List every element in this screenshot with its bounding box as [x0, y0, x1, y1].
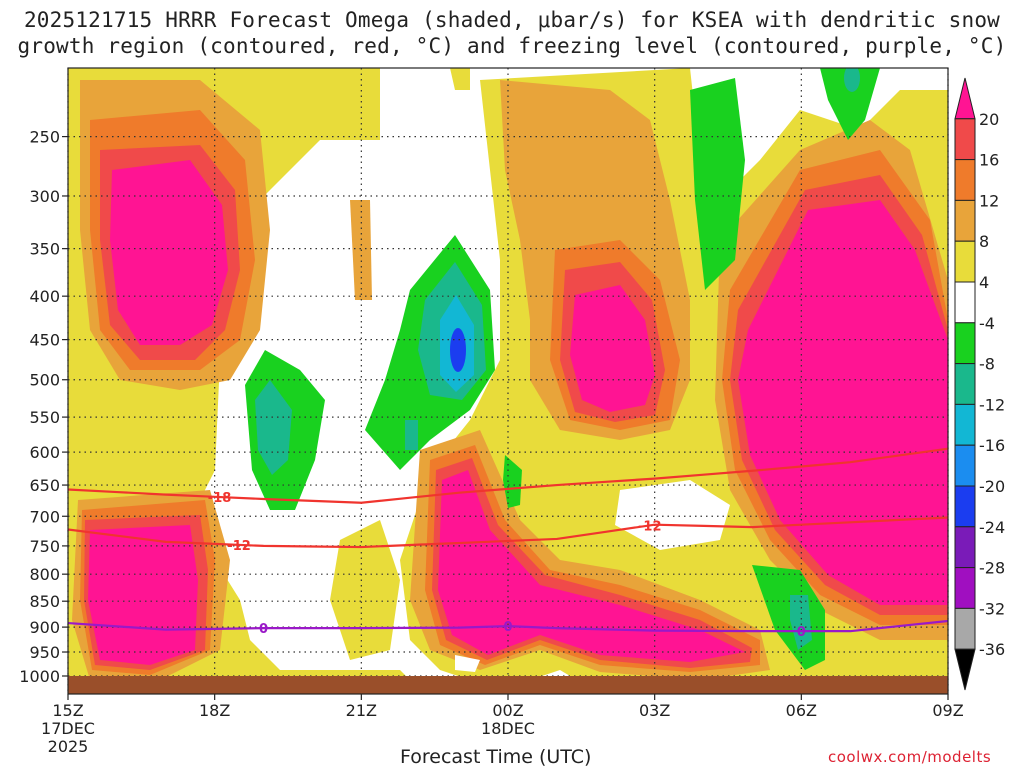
omega-20-right — [738, 200, 948, 605]
colorbar-cap-top — [954, 77, 976, 120]
freezing-level-contour-label-0: 0 — [259, 622, 268, 637]
ytick-label-550: 550 — [29, 408, 60, 427]
colorbar-swatch-12 — [954, 567, 976, 609]
omega-4-top-spot — [450, 68, 470, 90]
xtick-label-00Z: 00Z — [492, 701, 523, 720]
colorbar-label-10: -24 — [979, 518, 1005, 537]
omega-neg24-core — [450, 328, 466, 372]
chart-title-line-2: growth region (contoured, red, °C) and f… — [17, 34, 1007, 58]
omega-neg8-top-right — [820, 68, 880, 140]
xtick-label-03Z: 03Z — [639, 701, 670, 720]
omega-neg12-left — [255, 380, 292, 475]
colorbar-swatch-13 — [954, 607, 976, 650]
colorbar-label-1: 16 — [979, 151, 999, 170]
colorbar-label-3: 8 — [979, 232, 989, 251]
omega-neg8-upper-right — [690, 78, 745, 290]
colorbar-label-0: 20 — [979, 110, 999, 129]
ytick-label-800: 800 — [29, 565, 60, 584]
colorbar-swatch-11 — [954, 526, 976, 569]
omega-20-upper-left — [110, 160, 228, 345]
colorbar-label-12: -32 — [979, 599, 1005, 618]
dgz-minus12-contour-label-0: -12 — [227, 539, 251, 554]
ytick-label-300: 300 — [29, 187, 60, 206]
omega-neg12-lower-right — [790, 595, 812, 650]
xtick-sublabel-15Z-1: 2025 — [48, 737, 89, 756]
colorbar-swatch-4 — [954, 240, 976, 283]
omega-shading — [68, 68, 948, 694]
omega-neg12-top-right — [844, 68, 860, 92]
chart-title-line-1: 2025121715 HRRR Forecast Omega (shaded, … — [23, 8, 1001, 32]
colorbar-swatch-10 — [954, 485, 976, 528]
colorbar-swatch-6 — [954, 322, 976, 365]
pressure-axis: 250 300 350 400 450 500 550 600 650 700 750 800 850 9… — [19, 128, 68, 686]
freezing-level-contour-line — [68, 619, 948, 633]
dgz-minus12-contour-label-1: -12 — [638, 519, 662, 534]
colorbar-label-6: -8 — [979, 355, 995, 374]
colorbar-swatch-8 — [954, 403, 976, 446]
ytick-label-350: 350 — [29, 240, 60, 259]
colorbar-swatch-7 — [954, 363, 976, 405]
colorbar: 20 16 12 8 4 -4 -8 -12 -16 -20 -24 -28 -32 -36 — [954, 77, 1005, 691]
colorbar-label-5: -4 — [979, 314, 995, 333]
dgz-minus18-contour-label-0: -18 — [208, 491, 232, 506]
xtick-label-06Z: 06Z — [786, 701, 817, 720]
colorbar-label-13: -36 — [979, 640, 1005, 659]
xtick-label-18Z: 18Z — [199, 701, 230, 720]
ytick-label-900: 900 — [29, 618, 60, 637]
freezing-level-contour-label-1: 0 — [503, 620, 512, 635]
omega-neg8-small — [503, 455, 522, 508]
omega-20-lower-left — [88, 525, 198, 665]
ytick-label-450: 450 — [29, 331, 60, 350]
ytick-label-500: 500 — [29, 371, 60, 390]
ytick-label-1000: 1000 — [19, 667, 60, 686]
temperature-contours: -18 -12 -12 0 0 0 — [68, 447, 948, 640]
colorbar-swatch-5 — [954, 281, 976, 324]
ytick-label-700: 700 — [29, 507, 60, 526]
colorbar-label-7: -12 — [979, 395, 1005, 414]
omega-neg12-small — [405, 420, 418, 450]
xtick-sublabel-00Z-0: 18DEC — [481, 719, 535, 738]
omega-20-center-low — [438, 470, 745, 662]
dgz-minus12-contour-line — [68, 516, 948, 549]
ytick-label-850: 850 — [29, 592, 60, 611]
colorbar-label-8: -16 — [979, 436, 1005, 455]
xtick-label-15Z: 15Z — [52, 701, 83, 720]
colorbar-cap-bottom — [954, 648, 976, 691]
ytick-label-400: 400 — [29, 287, 60, 306]
ytick-label-750: 750 — [29, 537, 60, 556]
credit-link[interactable]: coolwx.com/modelts — [828, 748, 992, 766]
ytick-label-950: 950 — [29, 643, 60, 662]
omega-4-mid-low — [330, 520, 400, 660]
colorbar-swatch-2 — [954, 159, 976, 201]
colorbar-label-11: -28 — [979, 559, 1005, 578]
omega-white-notch — [615, 480, 730, 550]
ground-surface — [68, 676, 948, 694]
colorbar-label-2: 12 — [979, 191, 999, 210]
ytick-label-600: 600 — [29, 443, 60, 462]
colorbar-swatch-9 — [954, 444, 976, 487]
dgz-minus18-contour-line — [68, 447, 948, 504]
colorbar-swatch-3 — [954, 199, 976, 242]
colorbar-label-4: 4 — [979, 273, 989, 292]
omega-white-spot — [455, 655, 480, 672]
ytick-label-650: 650 — [29, 476, 60, 495]
freezing-level-contour-label-2: 0 — [797, 625, 806, 640]
colorbar-swatch-1 — [954, 118, 976, 161]
ytick-label-250: 250 — [29, 128, 60, 147]
xtick-label-09Z: 09Z — [932, 701, 963, 720]
xtick-sublabel-15Z-0: 17DEC — [41, 719, 95, 738]
xtick-label-21Z: 21Z — [346, 701, 377, 720]
x-axis-title: Forecast Time (UTC) — [400, 746, 592, 768]
colorbar-label-9: -20 — [979, 477, 1005, 496]
